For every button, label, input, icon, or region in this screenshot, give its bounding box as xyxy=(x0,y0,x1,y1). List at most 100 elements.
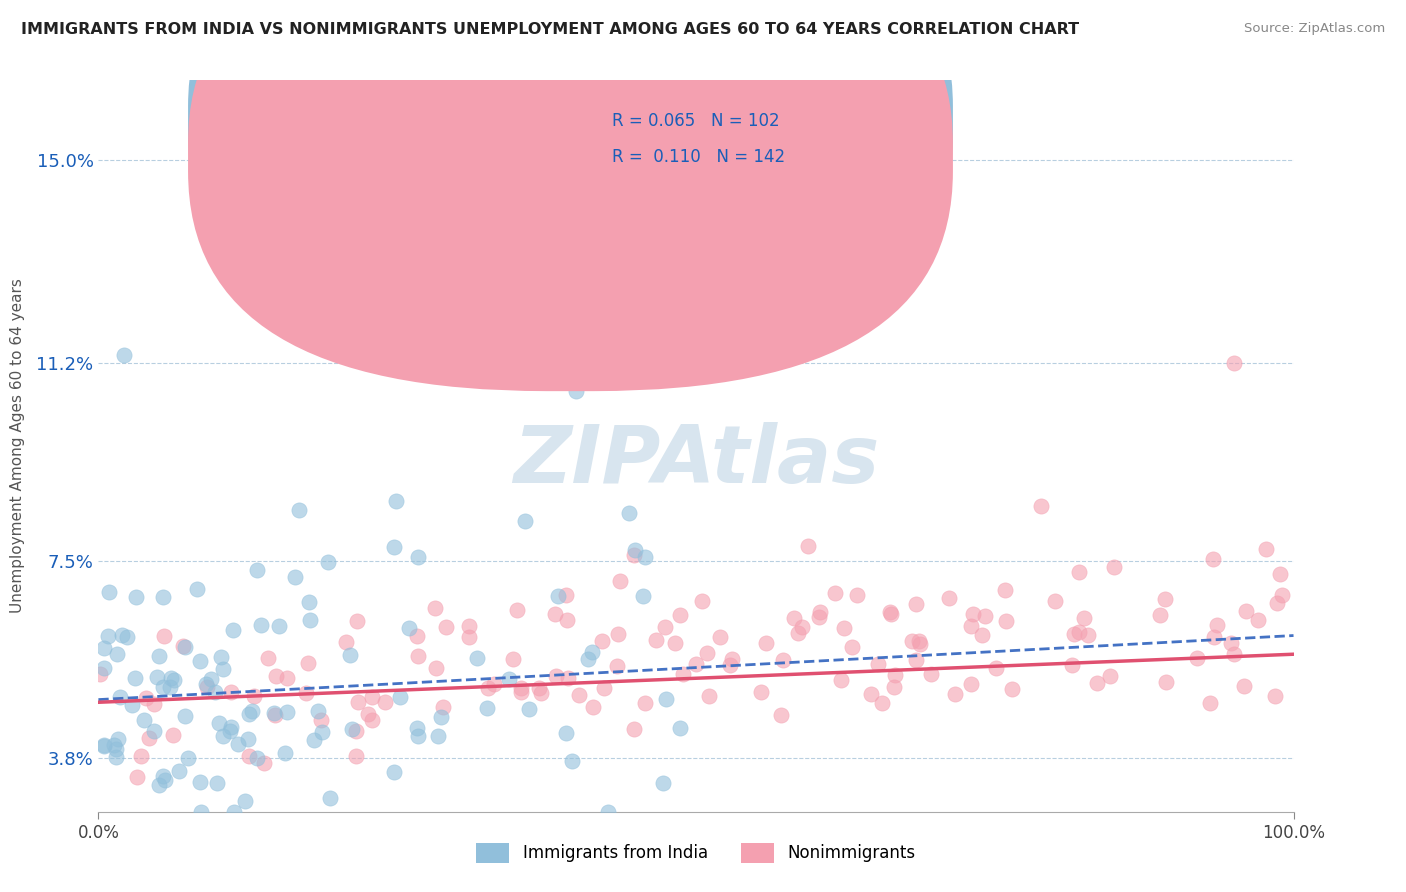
Nonimmigrants xyxy=(162,728,184,742)
Immigrants from India xyxy=(517,702,540,716)
Immigrants from India xyxy=(498,672,520,686)
Immigrants from India xyxy=(222,805,245,819)
Nonimmigrants xyxy=(477,681,499,695)
Nonimmigrants xyxy=(1223,356,1246,370)
Immigrants from India xyxy=(297,594,319,608)
Text: R = 0.065   N = 102: R = 0.065 N = 102 xyxy=(613,112,780,129)
Nonimmigrants xyxy=(962,607,984,621)
Nonimmigrants xyxy=(1202,630,1225,644)
Nonimmigrants xyxy=(697,689,720,703)
Nonimmigrants xyxy=(510,681,533,695)
Nonimmigrants xyxy=(709,631,731,645)
Nonimmigrants xyxy=(125,770,148,784)
Immigrants from India xyxy=(152,769,174,783)
Immigrants from India xyxy=(152,680,174,694)
Nonimmigrants xyxy=(1271,588,1294,602)
Nonimmigrants xyxy=(543,607,565,621)
Nonimmigrants xyxy=(432,700,454,714)
Immigrants from India xyxy=(384,764,406,779)
Y-axis label: Unemployment Among Ages 60 to 64 years: Unemployment Among Ages 60 to 64 years xyxy=(10,278,25,614)
Nonimmigrants xyxy=(905,598,928,612)
Immigrants from India xyxy=(655,691,678,706)
Immigrants from India xyxy=(93,739,115,753)
Immigrants from India xyxy=(162,673,184,687)
Nonimmigrants xyxy=(908,633,931,648)
Nonimmigrants xyxy=(970,628,993,642)
Immigrants from India xyxy=(105,647,128,661)
Nonimmigrants xyxy=(1206,618,1229,632)
Text: R =  0.110   N = 142: R = 0.110 N = 142 xyxy=(613,148,786,166)
Immigrants from India xyxy=(246,563,269,577)
Nonimmigrants xyxy=(834,621,856,635)
Nonimmigrants xyxy=(263,708,285,723)
Immigrants from India xyxy=(146,670,169,684)
Nonimmigrants xyxy=(634,696,657,710)
Immigrants from India xyxy=(242,704,264,718)
Immigrants from India xyxy=(382,540,405,554)
Nonimmigrants xyxy=(544,669,567,683)
Immigrants from India xyxy=(406,549,429,564)
Immigrants from India xyxy=(105,750,128,764)
Immigrants from India xyxy=(339,648,361,663)
Immigrants from India xyxy=(596,805,619,819)
Immigrants from India xyxy=(619,506,641,520)
Nonimmigrants xyxy=(425,660,447,674)
Nonimmigrants xyxy=(1031,499,1053,513)
Nonimmigrants xyxy=(405,629,427,643)
Immigrants from India xyxy=(195,677,218,691)
Immigrants from India xyxy=(104,742,127,756)
Immigrants from India xyxy=(142,724,165,739)
Immigrants from India xyxy=(132,714,155,728)
Nonimmigrants xyxy=(920,666,942,681)
Nonimmigrants xyxy=(796,539,818,553)
Nonimmigrants xyxy=(197,680,219,694)
Nonimmigrants xyxy=(1085,675,1108,690)
Nonimmigrants xyxy=(344,748,367,763)
FancyBboxPatch shape xyxy=(529,95,863,190)
Nonimmigrants xyxy=(129,748,152,763)
Nonimmigrants xyxy=(360,713,382,727)
Nonimmigrants xyxy=(995,614,1018,628)
Nonimmigrants xyxy=(721,652,744,666)
Nonimmigrants xyxy=(685,657,707,672)
Immigrants from India xyxy=(208,715,231,730)
Nonimmigrants xyxy=(808,605,831,619)
Nonimmigrants xyxy=(1234,604,1257,618)
Immigrants from India xyxy=(576,652,599,666)
Nonimmigrants xyxy=(879,607,901,622)
Immigrants from India xyxy=(219,720,242,734)
Immigrants from India xyxy=(209,649,232,664)
Nonimmigrants xyxy=(787,625,810,640)
Nonimmigrants xyxy=(993,582,1015,597)
Immigrants from India xyxy=(124,671,146,685)
Immigrants from India xyxy=(93,661,115,675)
Immigrants from India xyxy=(267,619,290,633)
Nonimmigrants xyxy=(1202,552,1225,566)
Nonimmigrants xyxy=(938,591,960,605)
Nonimmigrants xyxy=(530,686,553,700)
Immigrants from India xyxy=(98,585,121,599)
Nonimmigrants xyxy=(609,574,631,588)
Nonimmigrants xyxy=(1264,690,1286,704)
Nonimmigrants xyxy=(782,611,804,625)
Nonimmigrants xyxy=(959,676,981,690)
Nonimmigrants xyxy=(866,657,889,671)
Nonimmigrants xyxy=(243,689,266,703)
Immigrants from India xyxy=(188,654,211,668)
Immigrants from India xyxy=(125,590,148,604)
Immigrants from India xyxy=(121,698,143,713)
FancyBboxPatch shape xyxy=(188,0,953,354)
Immigrants from India xyxy=(477,701,499,715)
Immigrants from India xyxy=(398,621,420,635)
Nonimmigrants xyxy=(1154,674,1177,689)
Nonimmigrants xyxy=(153,628,176,642)
Nonimmigrants xyxy=(846,589,869,603)
Immigrants from India xyxy=(190,805,212,819)
Immigrants from India xyxy=(153,773,176,788)
Immigrants from India xyxy=(284,570,307,584)
Nonimmigrants xyxy=(138,731,160,745)
Nonimmigrants xyxy=(672,667,695,681)
Immigrants from India xyxy=(624,543,647,558)
Nonimmigrants xyxy=(606,626,628,640)
Nonimmigrants xyxy=(295,686,318,700)
